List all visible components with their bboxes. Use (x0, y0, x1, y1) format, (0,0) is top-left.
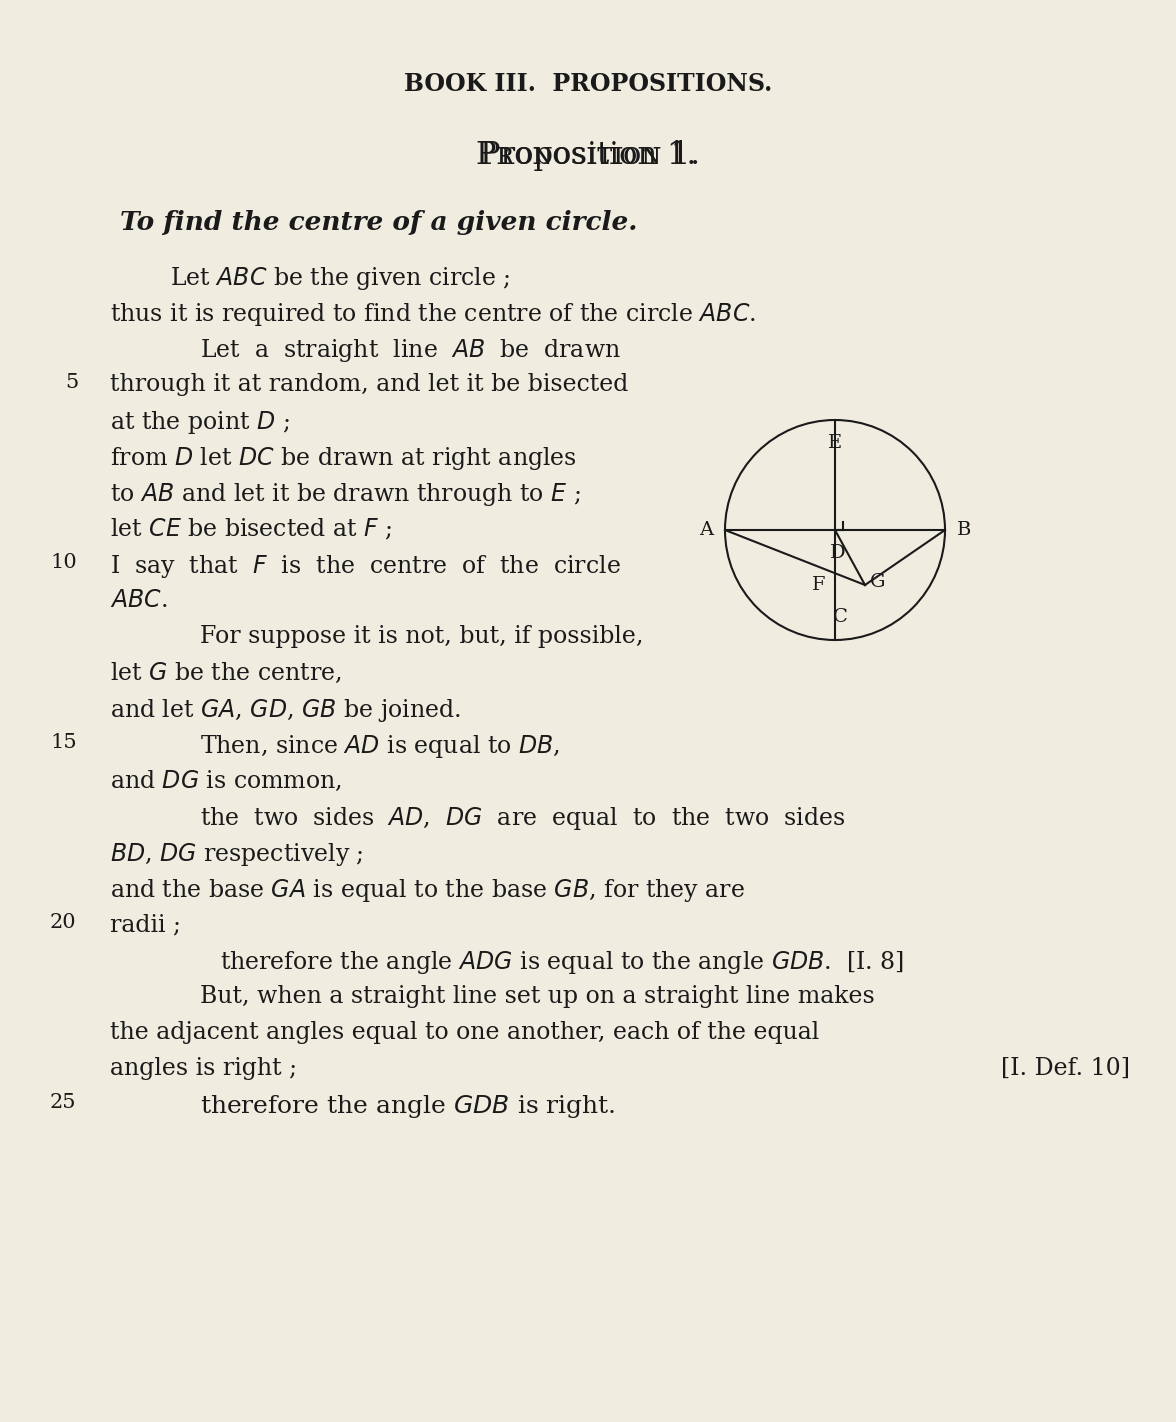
Text: For suppose it is not, but, if possible,: For suppose it is not, but, if possible, (200, 626, 643, 648)
Text: the  two  sides  $\mathit{AD}$,  $\mathit{DG}$  are  equal  to  the  two  sides: the two sides $\mathit{AD}$, $\mathit{DG… (200, 805, 846, 832)
Text: therefore the angle $\mathit{ADG}$ is equal to the angle $\mathit{GDB}$.  [I. 8]: therefore the angle $\mathit{ADG}$ is eq… (220, 948, 904, 975)
Text: $\mathit{BD}$, $\mathit{DG}$ respectively ;: $\mathit{BD}$, $\mathit{DG}$ respectivel… (111, 840, 363, 867)
Text: radii ;: radii ; (111, 913, 181, 936)
Text: the adjacent angles equal to one another, each of the equal: the adjacent angles equal to one another… (111, 1021, 820, 1044)
Text: angles is right ;: angles is right ; (111, 1057, 298, 1079)
Text: 25: 25 (51, 1094, 76, 1112)
Text: from $\mathit{D}$ let $\mathit{DC}$ be drawn at right angles: from $\mathit{D}$ let $\mathit{DC}$ be d… (111, 445, 577, 472)
Text: But, when a straight line set up on a straight line makes: But, when a straight line set up on a st… (200, 985, 875, 1008)
Text: 5: 5 (65, 373, 79, 392)
Text: 15: 15 (51, 732, 76, 752)
Text: [I. Def. 10]: [I. Def. 10] (1001, 1057, 1130, 1079)
Text: Proposition 1.: Proposition 1. (480, 139, 696, 171)
Text: Let $\mathit{ABC}$ be the given circle ;: Let $\mathit{ABC}$ be the given circle ; (171, 264, 510, 292)
Text: C: C (833, 609, 848, 626)
Text: and let $\mathit{GA}$, $\mathit{GD}$, $\mathit{GB}$ be joined.: and let $\mathit{GA}$, $\mathit{GD}$, $\… (111, 697, 461, 724)
Text: A: A (699, 520, 713, 539)
Text: I  say  that  $\mathit{F}$  is  the  centre  of  the  circle: I say that $\mathit{F}$ is the centre of… (111, 553, 621, 580)
Text: to $\mathit{AB}$ and let it be drawn through to $\mathit{E}$ ;: to $\mathit{AB}$ and let it be drawn thr… (111, 481, 581, 508)
Text: Pʀᴏɴᴏѕɪᴛɪᴏɴ 1.: Pʀᴏɴᴏѕɪᴛɪᴏɴ 1. (476, 139, 700, 171)
Text: at the point $\mathit{D}$ ;: at the point $\mathit{D}$ ; (111, 410, 289, 437)
Text: and $\mathit{DG}$ is common,: and $\mathit{DG}$ is common, (111, 769, 342, 793)
Text: D: D (830, 545, 846, 562)
Text: 20: 20 (51, 913, 76, 931)
Text: E: E (828, 434, 842, 452)
Text: B: B (957, 520, 971, 539)
Text: 10: 10 (51, 553, 76, 572)
Text: therefore the angle $\mathit{GDB}$ is right.: therefore the angle $\mathit{GDB}$ is ri… (200, 1094, 615, 1121)
Text: F: F (811, 576, 826, 594)
Text: Let  a  straight  line  $\mathit{AB}$  be  drawn: Let a straight line $\mathit{AB}$ be dra… (200, 337, 621, 364)
Text: $\mathit{ABC}$.: $\mathit{ABC}$. (111, 589, 167, 611)
Text: Then, since $\mathit{AD}$ is equal to $\mathit{DB}$,: Then, since $\mathit{AD}$ is equal to $\… (200, 732, 560, 759)
Text: To find the centre of a given circle.: To find the centre of a given circle. (120, 210, 637, 235)
Text: let $\mathit{G}$ be the centre,: let $\mathit{G}$ be the centre, (111, 661, 341, 685)
Text: BOOK III.  PROPOSITIONS.: BOOK III. PROPOSITIONS. (403, 73, 773, 97)
Text: G: G (870, 573, 886, 592)
Text: thus it is required to find the centre of the circle $\mathit{ABC}$.: thus it is required to find the centre o… (111, 301, 756, 328)
Text: and the base $\mathit{GA}$ is equal to the base $\mathit{GB}$, for they are: and the base $\mathit{GA}$ is equal to t… (111, 877, 744, 904)
Text: through it at random, and let it be bisected: through it at random, and let it be bise… (111, 373, 628, 395)
Text: let $\mathit{CE}$ be bisected at $\mathit{F}$ ;: let $\mathit{CE}$ be bisected at $\mathi… (111, 518, 392, 542)
